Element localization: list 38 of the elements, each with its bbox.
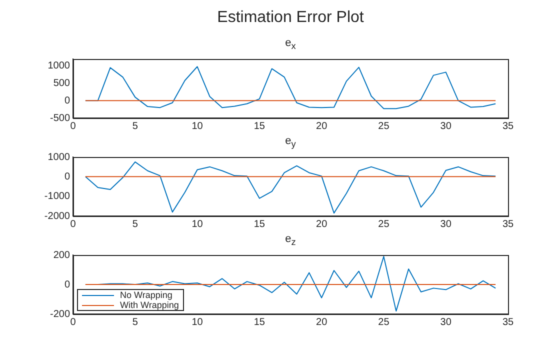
x-tick-label: 30 bbox=[440, 316, 452, 328]
legend-label: No Wrapping bbox=[120, 290, 172, 300]
x-tick-label: 20 bbox=[316, 316, 328, 328]
x-tick-label: 30 bbox=[440, 218, 452, 230]
x-tick-label: 20 bbox=[316, 218, 328, 230]
x-tick-label: 30 bbox=[440, 120, 452, 132]
x-tick-label: 10 bbox=[192, 316, 204, 328]
x-tick-label: 35 bbox=[502, 120, 514, 132]
x-tick-label: 35 bbox=[502, 316, 514, 328]
chart-subtitle: e$_{x}$ bbox=[284, 36, 297, 52]
x-tick-label: 5 bbox=[132, 120, 138, 132]
y-tick-label: -2000 bbox=[44, 210, 70, 222]
x-tick-label: 10 bbox=[192, 218, 204, 230]
x-tick-label: 15 bbox=[254, 316, 266, 328]
y-tick-label: -500 bbox=[50, 112, 70, 124]
y-tick-label: 0 bbox=[64, 279, 70, 290]
y-tick-label: -1000 bbox=[44, 191, 70, 202]
y-tick-label: 0 bbox=[64, 171, 70, 182]
y-tick-label: 500 bbox=[53, 78, 70, 90]
x-tick-label: 25 bbox=[378, 218, 390, 230]
chart-title: e$_{y}$ bbox=[284, 134, 297, 150]
x-tick-label: 10 bbox=[192, 120, 204, 132]
legend-label: With Wrapping bbox=[120, 300, 179, 310]
y-tick-label: 1000 bbox=[48, 60, 70, 72]
y-tick-label: 1000 bbox=[48, 152, 70, 163]
x-tick-label: 20 bbox=[316, 120, 328, 132]
x-tick-label: 25 bbox=[378, 120, 390, 132]
y-tick-label: 200 bbox=[53, 250, 70, 261]
x-tick-label: 35 bbox=[502, 218, 514, 230]
x-tick-label: 5 bbox=[132, 316, 138, 328]
y-tick-label: -200 bbox=[50, 308, 70, 320]
x-tick-label: 15 bbox=[254, 218, 266, 230]
chart-title: e$_{z}$ bbox=[284, 232, 297, 248]
x-tick-label: 5 bbox=[132, 218, 138, 230]
x-tick-label: 15 bbox=[254, 120, 266, 132]
chart-title: Estimation Error Plot bbox=[216, 8, 365, 28]
x-tick-label: 25 bbox=[378, 316, 390, 328]
y-tick-label: 0 bbox=[64, 95, 70, 106]
